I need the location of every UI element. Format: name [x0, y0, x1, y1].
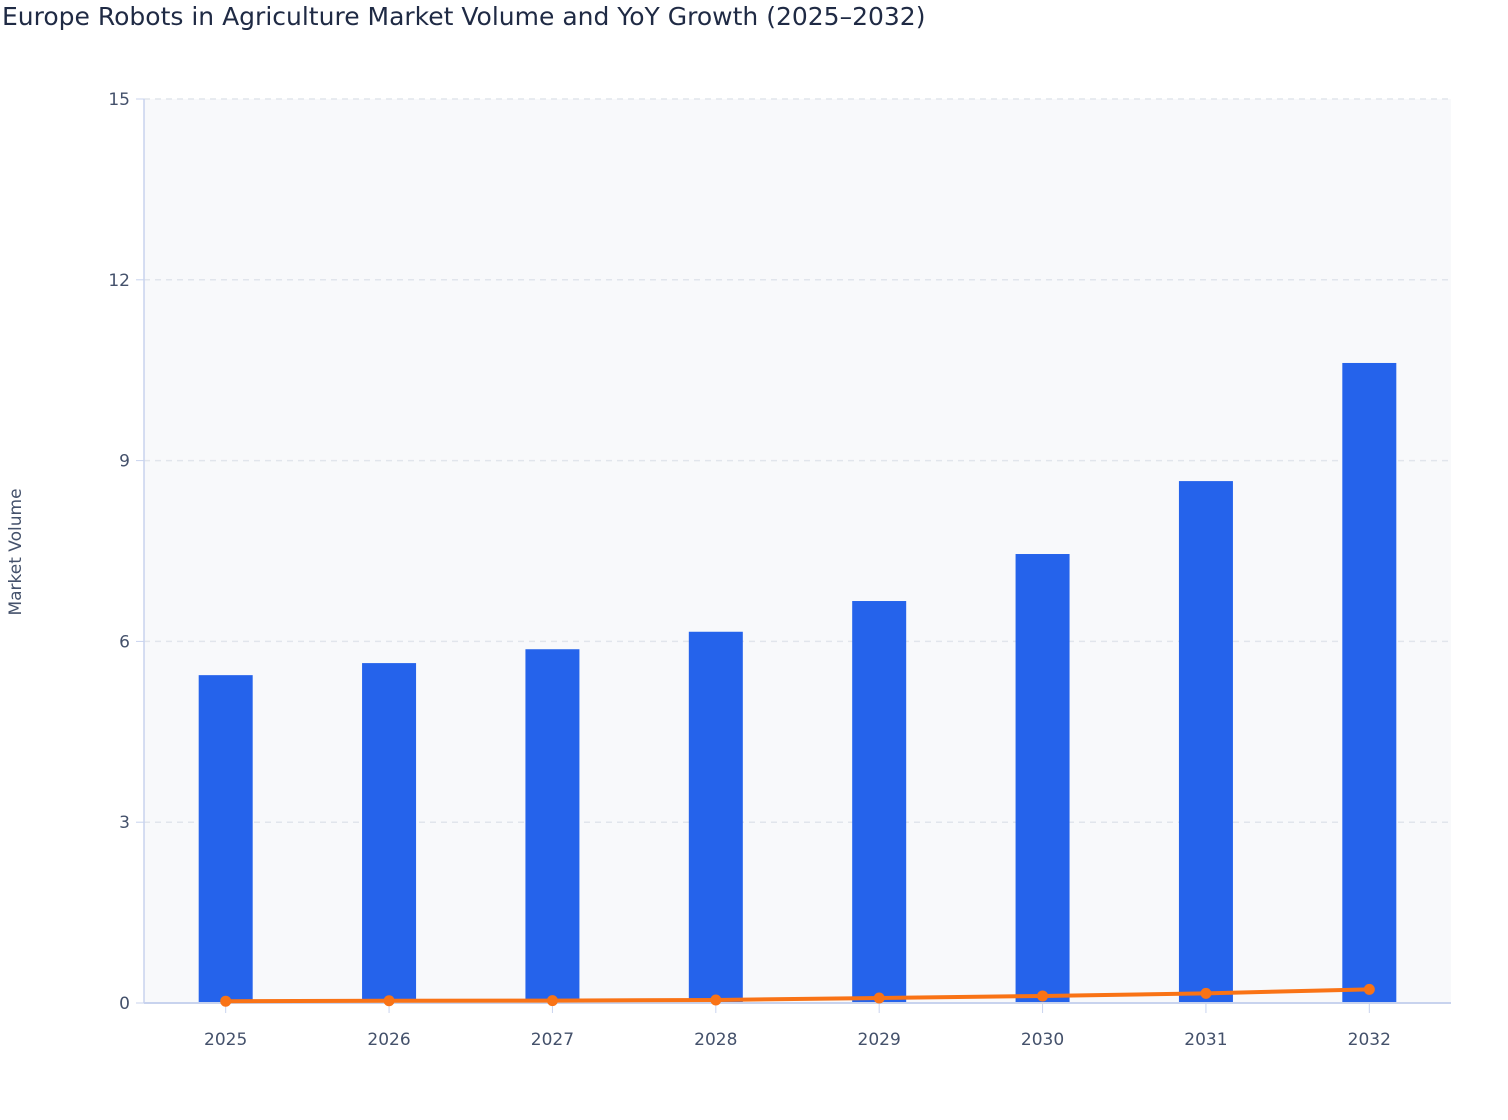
- bar-2028: [688, 631, 743, 1003]
- growth-point-2032: [1363, 983, 1375, 995]
- x-tick-label: 2028: [694, 1030, 737, 1050]
- x-tick-label: 2025: [204, 1030, 247, 1050]
- y-tick-label: 0: [119, 994, 130, 1014]
- bar-2026: [362, 663, 417, 1003]
- growth-point-2029: [873, 992, 885, 1004]
- x-tick-label: 2029: [858, 1030, 901, 1050]
- y-tick-label: 9: [119, 452, 130, 472]
- bar-2027: [525, 649, 580, 1003]
- growth-point-2031: [1200, 987, 1212, 999]
- x-tick-label: 2026: [367, 1030, 410, 1050]
- chart-title: Europe Robots in Agriculture Market Volu…: [2, 2, 926, 31]
- bar-2032: [1342, 362, 1397, 1003]
- growth-line: [225, 987, 1370, 1004]
- y-tick-label: 15: [108, 90, 130, 110]
- bar-2031: [1178, 481, 1233, 1003]
- bar-2025: [198, 675, 253, 1003]
- growth-point-2027: [546, 995, 558, 1007]
- y-tick-label: 12: [108, 271, 130, 291]
- x-tick-label: 2031: [1184, 1030, 1227, 1050]
- y-tick-label: 3: [119, 813, 130, 833]
- growth-point-2030: [1037, 990, 1049, 1002]
- growth-point-2025: [220, 995, 232, 1007]
- x-tick-label: 2030: [1021, 1030, 1064, 1050]
- plot-background: [144, 99, 1451, 1003]
- x-tick-label: 2027: [531, 1030, 574, 1050]
- growth-point-2026: [383, 995, 395, 1007]
- x-tick-label: 2032: [1348, 1030, 1391, 1050]
- y-tick-label: 6: [119, 632, 130, 652]
- bar-2030: [1015, 554, 1070, 1003]
- growth-point-2028: [710, 994, 722, 1006]
- bar-2029: [852, 601, 907, 1003]
